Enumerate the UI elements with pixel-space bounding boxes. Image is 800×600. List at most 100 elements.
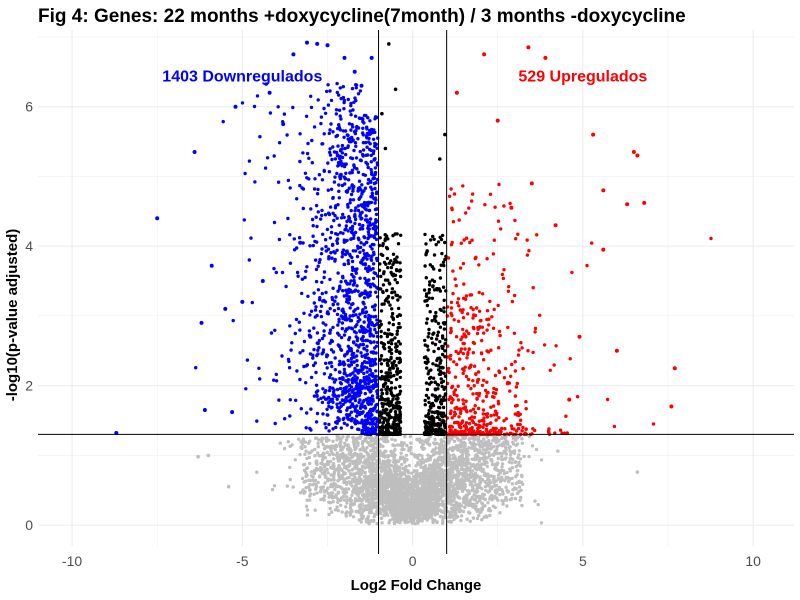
not-significant-point (357, 479, 362, 483)
not-significant-point (332, 470, 337, 475)
not-significant-point (378, 449, 382, 453)
downregulated-point (335, 402, 339, 406)
not-significant-point (527, 454, 531, 459)
not-significant-point (359, 469, 363, 473)
significant-small-change-point (427, 327, 431, 332)
not-significant-point (510, 476, 514, 480)
not-significant-point (354, 438, 359, 442)
not-significant-point (464, 451, 469, 455)
not-significant-point (488, 513, 492, 518)
not-significant-point (278, 441, 282, 445)
not-significant-point (470, 484, 475, 488)
downregulated-point (272, 266, 276, 271)
downregulated-point (247, 159, 252, 163)
significant-small-change-point (393, 257, 397, 262)
not-significant-point (354, 492, 359, 496)
not-significant-point (360, 516, 364, 520)
not-significant-point (335, 444, 339, 449)
downregulated-point (326, 161, 330, 165)
not-significant-point (383, 472, 388, 476)
not-significant-point (303, 445, 307, 449)
downregulated-point (302, 311, 306, 315)
not-significant-point (482, 459, 486, 463)
not-significant-point (455, 505, 460, 509)
significant-small-change-point (387, 411, 391, 415)
not-significant-point (510, 466, 515, 470)
downregulated-point (353, 209, 357, 213)
not-significant-point (449, 464, 454, 468)
downregulated-point (350, 183, 354, 187)
not-significant-point (493, 496, 497, 500)
not-significant-point (429, 508, 433, 512)
not-significant-point (333, 487, 337, 492)
not-significant-point (458, 496, 462, 500)
not-significant-point (491, 438, 495, 443)
not-significant-point (451, 485, 455, 489)
downregulated-point (288, 324, 292, 328)
downregulated-point (272, 378, 276, 382)
not-significant-point (517, 485, 522, 489)
not-significant-point (344, 511, 348, 515)
downregulated-point (349, 156, 353, 160)
downregulated-point (341, 274, 345, 279)
significant-small-change-point (386, 378, 391, 383)
not-significant-point (468, 472, 472, 476)
significant-small-change-point (439, 308, 443, 312)
significant-small-change-point (443, 355, 447, 359)
not-significant-point (346, 464, 351, 468)
not-significant-point (300, 446, 304, 451)
not-significant-point (515, 442, 520, 446)
downregulated-point (322, 372, 327, 376)
not-significant-point (490, 445, 494, 449)
not-significant-point (426, 453, 430, 457)
not-significant-point (428, 511, 432, 515)
not-significant-point (358, 435, 362, 439)
not-significant-point (481, 467, 486, 472)
not-significant-point (357, 510, 361, 514)
significant-small-change-point (379, 309, 384, 313)
significant-small-change-point (429, 336, 434, 340)
significant-small-change-point (427, 296, 431, 300)
downregulated-point (331, 303, 335, 307)
not-significant-point (458, 458, 463, 463)
not-significant-point (330, 451, 334, 455)
not-significant-point (513, 460, 518, 464)
significant-small-change-point (432, 253, 437, 257)
not-significant-point (367, 454, 371, 458)
downregulated-point (299, 407, 303, 411)
not-significant-point (417, 504, 421, 508)
not-significant-point (436, 483, 441, 487)
not-significant-point (360, 514, 364, 518)
not-significant-point (350, 503, 355, 507)
not-significant-point (408, 519, 412, 523)
not-significant-point (344, 482, 349, 487)
significant-small-change-point (379, 341, 384, 345)
not-significant-point (304, 485, 308, 490)
downregulated-point (329, 187, 334, 191)
significant-small-change-point (391, 252, 396, 256)
significant-small-change-point (380, 391, 385, 396)
not-significant-point (367, 484, 371, 488)
not-significant-point (345, 476, 350, 480)
downregulated-point (346, 358, 350, 363)
not-significant-point (500, 498, 504, 503)
not-significant-point (360, 464, 365, 468)
not-significant-point (196, 454, 200, 459)
downregulated-point (362, 242, 366, 247)
downregulated-point (338, 114, 342, 118)
not-significant-point (432, 481, 437, 485)
significant-small-change-point (394, 268, 399, 272)
not-significant-point (375, 522, 379, 526)
significant-small-change-point (379, 362, 384, 366)
significant-small-change-point (430, 341, 435, 345)
downregulated-point (336, 323, 340, 327)
not-significant-point (350, 509, 354, 513)
downregulated-point (346, 350, 350, 354)
downregulated-point (324, 244, 328, 249)
not-significant-point (400, 517, 404, 522)
significant-small-change-point (390, 364, 395, 368)
downregulated-point (346, 178, 351, 182)
not-significant-point (319, 487, 323, 492)
not-significant-point (456, 514, 460, 519)
not-significant-point (421, 442, 425, 447)
